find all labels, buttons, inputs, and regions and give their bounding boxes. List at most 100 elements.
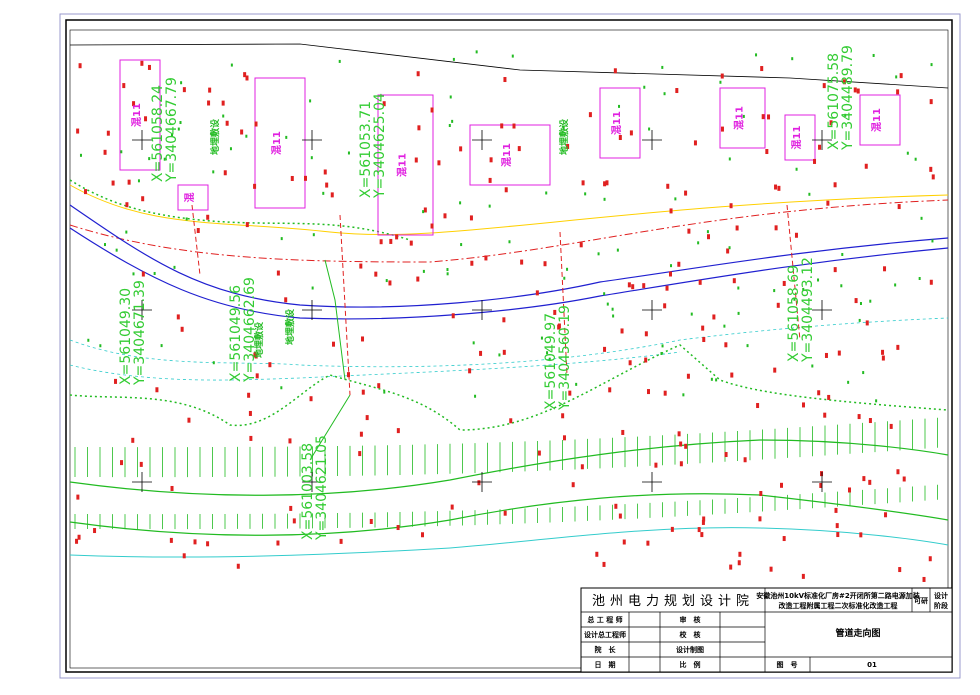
coordinate-x: X=561049.97 — [543, 313, 559, 410]
marker — [460, 243, 463, 247]
marker — [654, 462, 658, 468]
marker — [883, 266, 887, 272]
marker — [437, 160, 441, 166]
marker — [76, 128, 80, 134]
marker — [611, 307, 614, 311]
marker — [663, 390, 667, 396]
marker — [77, 534, 81, 540]
marker — [450, 504, 454, 510]
marker — [359, 263, 363, 269]
marker — [383, 390, 386, 394]
road-edge — [69, 204, 949, 308]
marker — [99, 344, 102, 348]
marker — [743, 457, 747, 463]
marker — [737, 560, 741, 566]
coordinate-x: X=561058.69 — [786, 265, 802, 362]
marker — [811, 364, 814, 368]
building-label: 混11 — [130, 103, 143, 127]
marker — [382, 101, 386, 107]
marker — [446, 272, 449, 276]
marker — [208, 87, 212, 93]
marker — [712, 314, 716, 320]
marker — [284, 297, 288, 303]
marker — [605, 180, 609, 186]
marker — [504, 187, 508, 193]
marker — [906, 151, 909, 155]
grid-cross — [642, 472, 662, 492]
marker — [858, 318, 861, 322]
marker — [822, 83, 826, 89]
marker — [125, 202, 129, 208]
marker — [509, 418, 513, 424]
building — [119, 59, 161, 171]
marker — [225, 120, 229, 126]
marker — [289, 505, 293, 511]
marker — [475, 50, 478, 54]
marker — [835, 523, 839, 529]
marker — [106, 130, 110, 136]
marker — [247, 392, 251, 398]
marker — [207, 100, 211, 106]
marker — [603, 346, 607, 352]
marker — [929, 99, 933, 105]
marker — [693, 140, 697, 146]
marker — [836, 532, 840, 538]
marker — [310, 156, 313, 160]
marker — [443, 213, 447, 219]
marker — [160, 344, 163, 348]
marker — [889, 423, 893, 429]
marker — [173, 265, 176, 269]
marker — [422, 269, 425, 273]
marker — [920, 216, 923, 220]
marker — [894, 283, 897, 287]
marker — [377, 383, 381, 389]
marker — [629, 130, 633, 136]
marker — [374, 271, 378, 277]
marker — [931, 239, 934, 243]
marker — [813, 158, 817, 164]
marker — [697, 527, 701, 533]
marker — [249, 435, 253, 441]
grid-cross — [812, 130, 832, 150]
marker — [268, 362, 272, 368]
marker — [833, 267, 837, 273]
marker — [824, 352, 828, 358]
marker — [765, 149, 769, 155]
marker — [503, 510, 507, 516]
drawing-name: 管道走向图 — [835, 627, 880, 639]
building-label: 混11 — [870, 108, 883, 132]
note: 地埋敷设 — [253, 321, 265, 358]
marker — [579, 242, 583, 248]
marker — [675, 88, 679, 94]
marker — [595, 551, 599, 557]
marker — [253, 352, 257, 358]
marker — [729, 564, 733, 570]
marker — [311, 286, 314, 290]
marker — [416, 276, 420, 282]
marker — [606, 302, 609, 306]
title-block-frame — [580, 587, 953, 673]
marker — [489, 157, 493, 163]
marker — [245, 222, 249, 228]
marker — [422, 210, 425, 214]
building — [377, 94, 434, 236]
marker — [777, 185, 781, 191]
marker — [543, 261, 547, 267]
marker — [280, 237, 283, 241]
marker — [500, 123, 504, 129]
marker — [517, 146, 521, 152]
marker — [155, 387, 159, 393]
marker — [614, 503, 618, 509]
title-block: 池州电力规划设计院 安徽池州10kV标准化厂房#2开闭所第二路电源加装改造工程附属… — [580, 587, 953, 673]
drawing-no-label: 图 号 — [777, 660, 798, 669]
boundary-line — [69, 43, 949, 89]
marker — [701, 325, 705, 331]
stage-label: 阶段 — [934, 601, 948, 610]
outer-frame — [65, 19, 953, 673]
marker — [914, 157, 917, 161]
row-label: 设计制图 — [676, 645, 704, 654]
marker — [548, 357, 551, 361]
marker — [769, 566, 773, 572]
grid-cross — [302, 130, 322, 150]
